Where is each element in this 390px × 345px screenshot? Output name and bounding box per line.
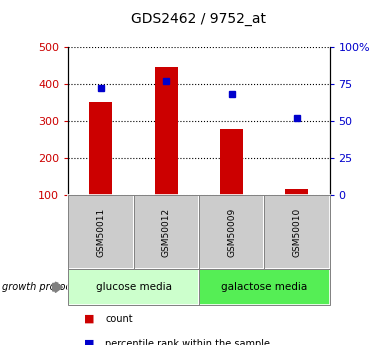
- Bar: [285, 189, 308, 195]
- Text: GDS2462 / 9752_at: GDS2462 / 9752_at: [131, 12, 266, 26]
- Text: ■: ■: [84, 314, 94, 324]
- Text: GSM50010: GSM50010: [292, 207, 301, 257]
- Text: count: count: [105, 314, 133, 324]
- Bar: [155, 67, 178, 195]
- Text: glucose media: glucose media: [96, 282, 172, 292]
- Bar: [89, 102, 112, 195]
- Text: growth protocol: growth protocol: [2, 282, 80, 292]
- Text: GSM50009: GSM50009: [227, 207, 236, 257]
- Text: GSM50011: GSM50011: [96, 207, 105, 257]
- Text: GSM50012: GSM50012: [162, 207, 171, 257]
- Bar: [220, 129, 243, 195]
- Text: ■: ■: [84, 339, 94, 345]
- Text: galactose media: galactose media: [221, 282, 307, 292]
- Text: percentile rank within the sample: percentile rank within the sample: [105, 339, 270, 345]
